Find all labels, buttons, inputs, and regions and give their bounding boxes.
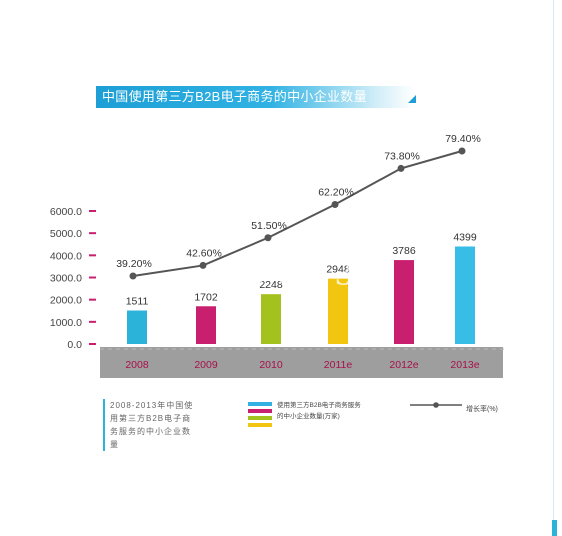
y-axis: 0.0 1000.0 2000.0 3000.0 4000.0 5000.0 6000.0	[50, 206, 96, 351]
x-tick-label-4: 2012e	[389, 359, 418, 371]
growth-label-2012e: 73.80%	[384, 150, 420, 162]
bar-label-2012e: 3786	[392, 245, 416, 257]
growth-point-2009	[199, 261, 207, 269]
growth-label-2008: 39.20%	[116, 258, 152, 270]
y-tick-label-0: 0.0	[67, 339, 82, 351]
legend-bars-label: 使用第三方B2B电子商务服务的中小企业数量(万家)	[277, 402, 361, 420]
y-tick-label-2: 2000.0	[50, 295, 82, 307]
legend-swatch-4	[248, 423, 272, 427]
y-tick-label-3: 3000.0	[50, 273, 82, 285]
x-tick-label-1: 2009	[194, 359, 218, 371]
x-tick-label-0: 2008	[125, 359, 149, 371]
bar-2013e	[455, 246, 475, 344]
page-edge-line	[553, 0, 554, 536]
growth-rate-line: 39.20% 42.60% 51.50% 62.20% 73.80% 79.40%	[116, 133, 481, 280]
category-band: 2008 2009 2010 2011e 2012e 2013e	[100, 347, 504, 378]
growth-label-2010: 51.50%	[251, 220, 287, 232]
title-corner-triangle	[408, 95, 416, 103]
growth-point-2010	[264, 234, 272, 242]
watermark-text: 0139083	[160, 258, 364, 293]
growth-label-2009: 42.60%	[186, 247, 222, 259]
x-tick-label-3: 2011e	[324, 359, 353, 371]
category-band-bg	[100, 347, 503, 378]
legend-swatch-3	[248, 416, 272, 420]
bar-label-2013e: 4399	[453, 231, 477, 243]
watermark: 0139083	[160, 258, 364, 293]
y-tick-label-4: 4000.0	[50, 250, 82, 262]
bar-2012e	[394, 260, 414, 344]
legend-line-sample	[410, 402, 462, 408]
growth-point-2011e	[331, 200, 339, 208]
bar-2010	[261, 294, 281, 344]
growth-label-2013e: 79.40%	[445, 133, 481, 145]
chart-title: 中国使用第三方B2B电子商务的中小企业数量	[102, 89, 367, 104]
y-tick-label-6: 6000.0	[50, 206, 82, 218]
page-edge-accent	[552, 520, 557, 536]
title-banner	[96, 86, 414, 108]
chart-caption: 2008-2013年中国使用第三方B2B电子商务服务的中小企业数量	[103, 399, 195, 451]
bar-data-labels: 1511 1702 2248 2948 3786 4399	[126, 231, 477, 307]
growth-point-2012e	[397, 164, 405, 172]
bar-label-2011e: 2948	[326, 264, 350, 276]
y-tick-label-1: 1000.0	[50, 317, 82, 329]
bar-series	[127, 246, 475, 344]
bar-2009	[196, 306, 216, 344]
bar-label-2008: 1511	[126, 296, 149, 308]
legend-swatch-2	[248, 409, 272, 413]
x-tick-label-5: 2013e	[450, 359, 479, 371]
y-tick-label-5: 5000.0	[50, 228, 82, 240]
growth-label-2011e: 62.20%	[318, 186, 354, 198]
legend-swatch-1	[248, 402, 272, 406]
bar-2008	[127, 310, 147, 344]
growth-point-2008	[129, 272, 137, 280]
bar-label-2009: 1702	[194, 291, 218, 303]
bar-2011e	[328, 278, 348, 344]
growth-line-path	[132, 150, 463, 277]
legend-line-label: 增长率(%)	[466, 406, 498, 413]
growth-point-2013e	[458, 147, 466, 155]
bar-label-2010: 2248	[259, 279, 283, 291]
x-tick-label-2: 2010	[259, 359, 283, 371]
